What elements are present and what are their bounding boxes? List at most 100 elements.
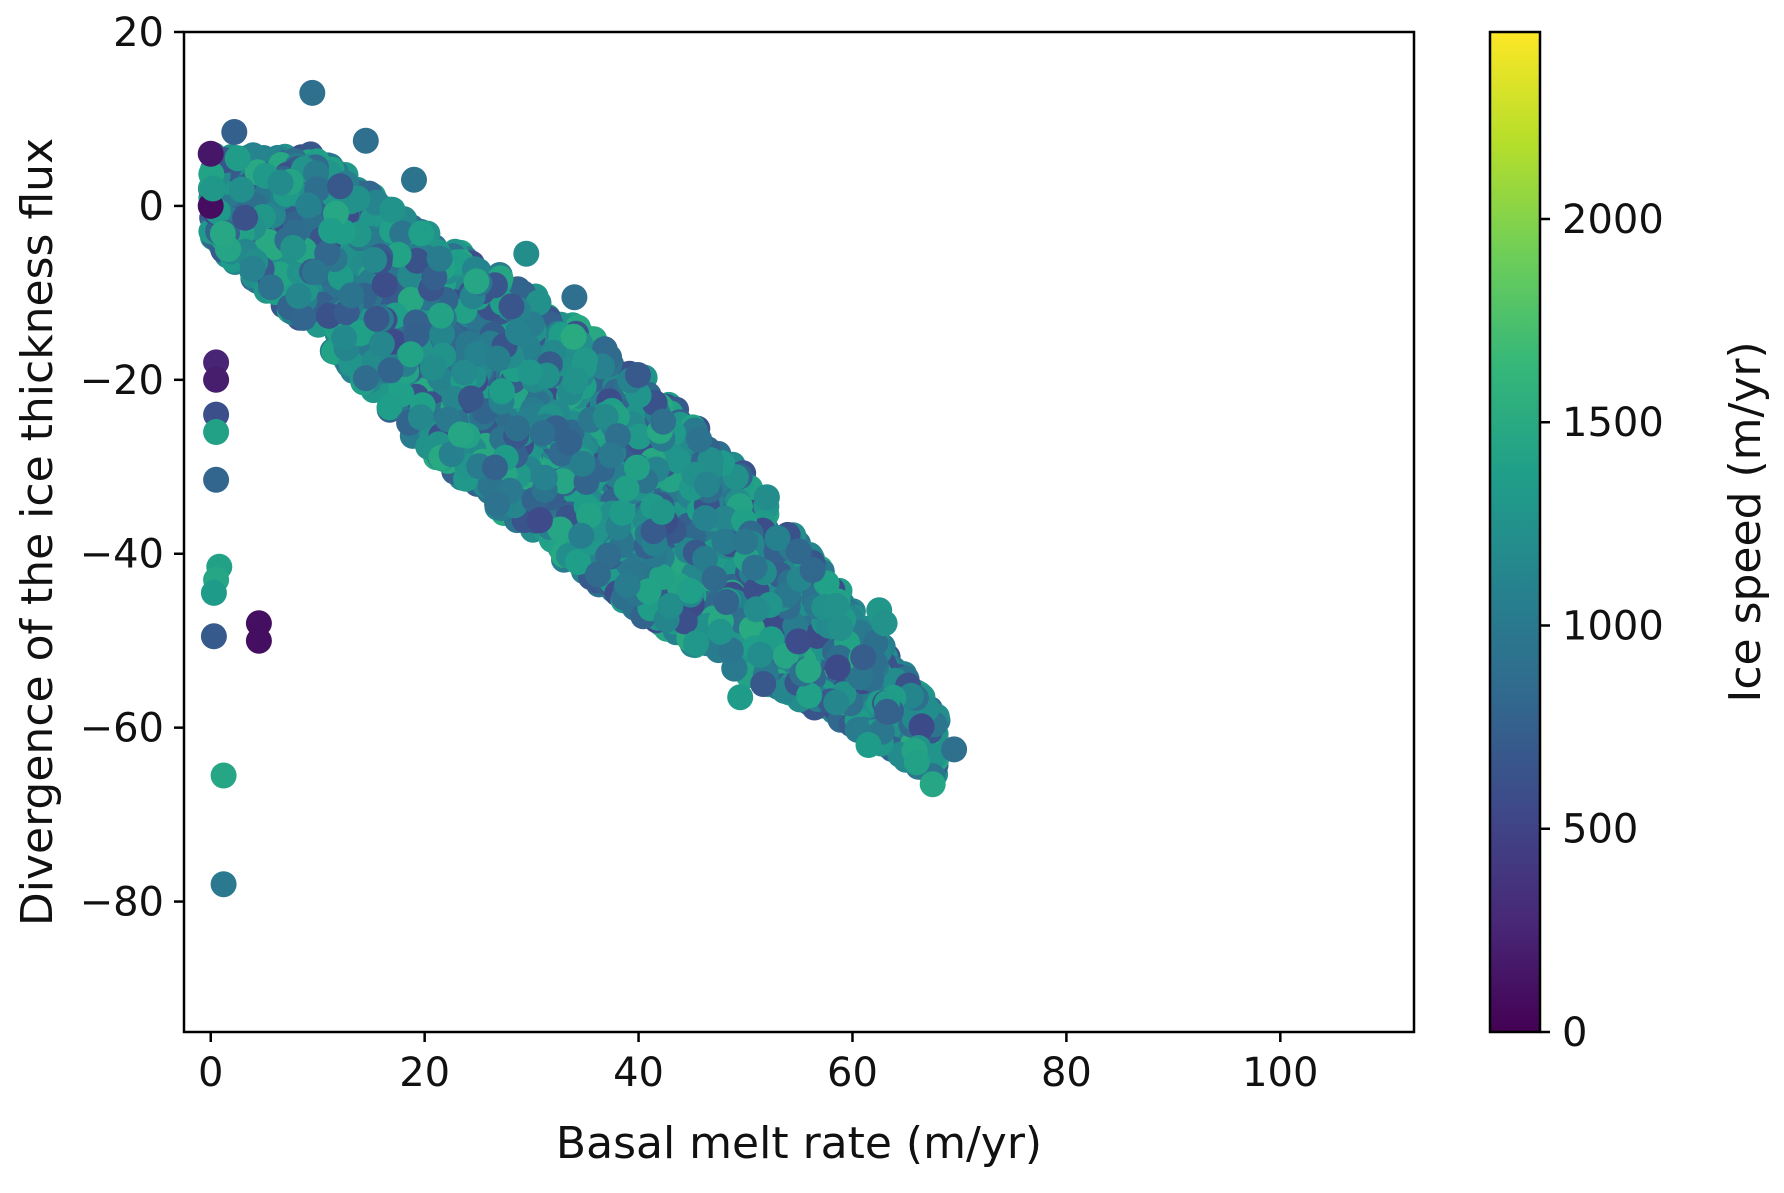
cloud-point [419, 354, 446, 381]
colorbar-label: Ice speed (m/yr) [1720, 341, 1771, 702]
cloud-point [529, 420, 556, 447]
cloud-point [232, 204, 259, 231]
cloud-point [429, 321, 456, 348]
cloud-point [397, 341, 424, 368]
cloud-point [713, 589, 740, 615]
cloud-point [908, 713, 935, 740]
y-tick-label: −20 [80, 358, 164, 404]
cloud-point [376, 394, 403, 421]
x-tick-label: 80 [1041, 1050, 1092, 1096]
data-point [727, 684, 754, 711]
cloud-point [609, 499, 636, 526]
point-cloud [197, 141, 951, 790]
colorbar-tick-label: 0 [1562, 1010, 1587, 1056]
data-point [203, 419, 230, 445]
x-tick-label: 40 [613, 1050, 664, 1096]
cloud-point [686, 426, 713, 453]
cloud-point [572, 347, 599, 374]
cloud-point [824, 654, 851, 681]
y-tick-label: −40 [80, 532, 164, 578]
cloud-point [598, 442, 625, 469]
data-point [203, 466, 230, 493]
cloud-point [504, 319, 531, 346]
colorbar-gradient [1490, 32, 1540, 1032]
plot-area [197, 79, 968, 898]
cloud-point [267, 169, 294, 196]
cloud-point [368, 331, 395, 357]
x-tick-label: 60 [827, 1050, 878, 1096]
cloud-point [526, 507, 553, 534]
colorbar-frame [1488, 30, 1542, 1034]
colorbar-tick-label: 500 [1562, 807, 1638, 853]
data-point [561, 284, 588, 311]
cloud-point [280, 234, 307, 261]
data-point [919, 771, 946, 798]
cloud-point [482, 454, 508, 481]
cloud-point [531, 464, 558, 491]
data-point [200, 623, 227, 650]
cloud-point [568, 522, 595, 549]
cloud-point [569, 450, 596, 477]
cloud-point [389, 220, 416, 247]
cloud-point [562, 366, 589, 393]
x-tick-label: 100 [1242, 1050, 1318, 1096]
cloud-point [451, 359, 478, 386]
cloud-point [352, 365, 379, 392]
cloud-point [447, 421, 474, 448]
data-point [200, 579, 227, 606]
cloud-point [693, 471, 720, 498]
y-axis: 20 0 −20 −40 −60 −80 [80, 10, 184, 926]
cloud-point [741, 554, 768, 581]
y-axis-label: Divergence of the ice thickness flux [12, 138, 63, 926]
cloud-point [701, 565, 728, 592]
cloud-point [592, 404, 619, 430]
cloud-point [635, 578, 662, 605]
cloud-point [547, 516, 574, 543]
cloud-point [683, 630, 710, 657]
data-point [197, 140, 224, 167]
cloud-point [785, 538, 812, 565]
cloud-point [517, 359, 543, 386]
cloud-point [764, 525, 791, 552]
data-point [352, 127, 379, 154]
cloud-point [426, 245, 453, 272]
data-point [203, 366, 230, 393]
cloud-point [377, 357, 404, 384]
data-point [299, 79, 326, 106]
cloud-point [585, 561, 611, 588]
cloud-point [498, 293, 525, 320]
data-point [753, 484, 780, 511]
data-point [199, 175, 226, 202]
cloud-point [625, 362, 651, 388]
cloud-point [747, 641, 774, 668]
x-axis-label: Basal melt rate (m/yr) [556, 1118, 1042, 1169]
cloud-point [371, 271, 398, 298]
cloud-point [295, 192, 322, 219]
cloud-point [692, 545, 719, 572]
cloud-point [799, 556, 826, 583]
cloud-point [458, 385, 484, 412]
cloud-point [228, 176, 255, 203]
data-point [245, 627, 272, 654]
cloud-point [301, 259, 328, 286]
cloud-point [464, 341, 491, 367]
cloud-point [874, 698, 900, 725]
cloud-point [707, 618, 734, 645]
data-point [871, 610, 898, 637]
cloud-point [428, 302, 454, 329]
cloud-point [657, 592, 684, 619]
cloud-point [827, 615, 854, 641]
data-point [823, 592, 850, 619]
cloud-point [327, 173, 354, 200]
cloud-point [504, 415, 531, 442]
cloud-point [626, 423, 653, 450]
cloud-point [331, 325, 358, 351]
data-point [221, 119, 248, 145]
cloud-point [712, 505, 738, 532]
cloud-point [560, 323, 587, 350]
cloud-point [796, 682, 823, 709]
data-point [903, 749, 930, 776]
cloud-point [363, 305, 390, 332]
colorbar-tick-label: 1000 [1562, 603, 1664, 649]
